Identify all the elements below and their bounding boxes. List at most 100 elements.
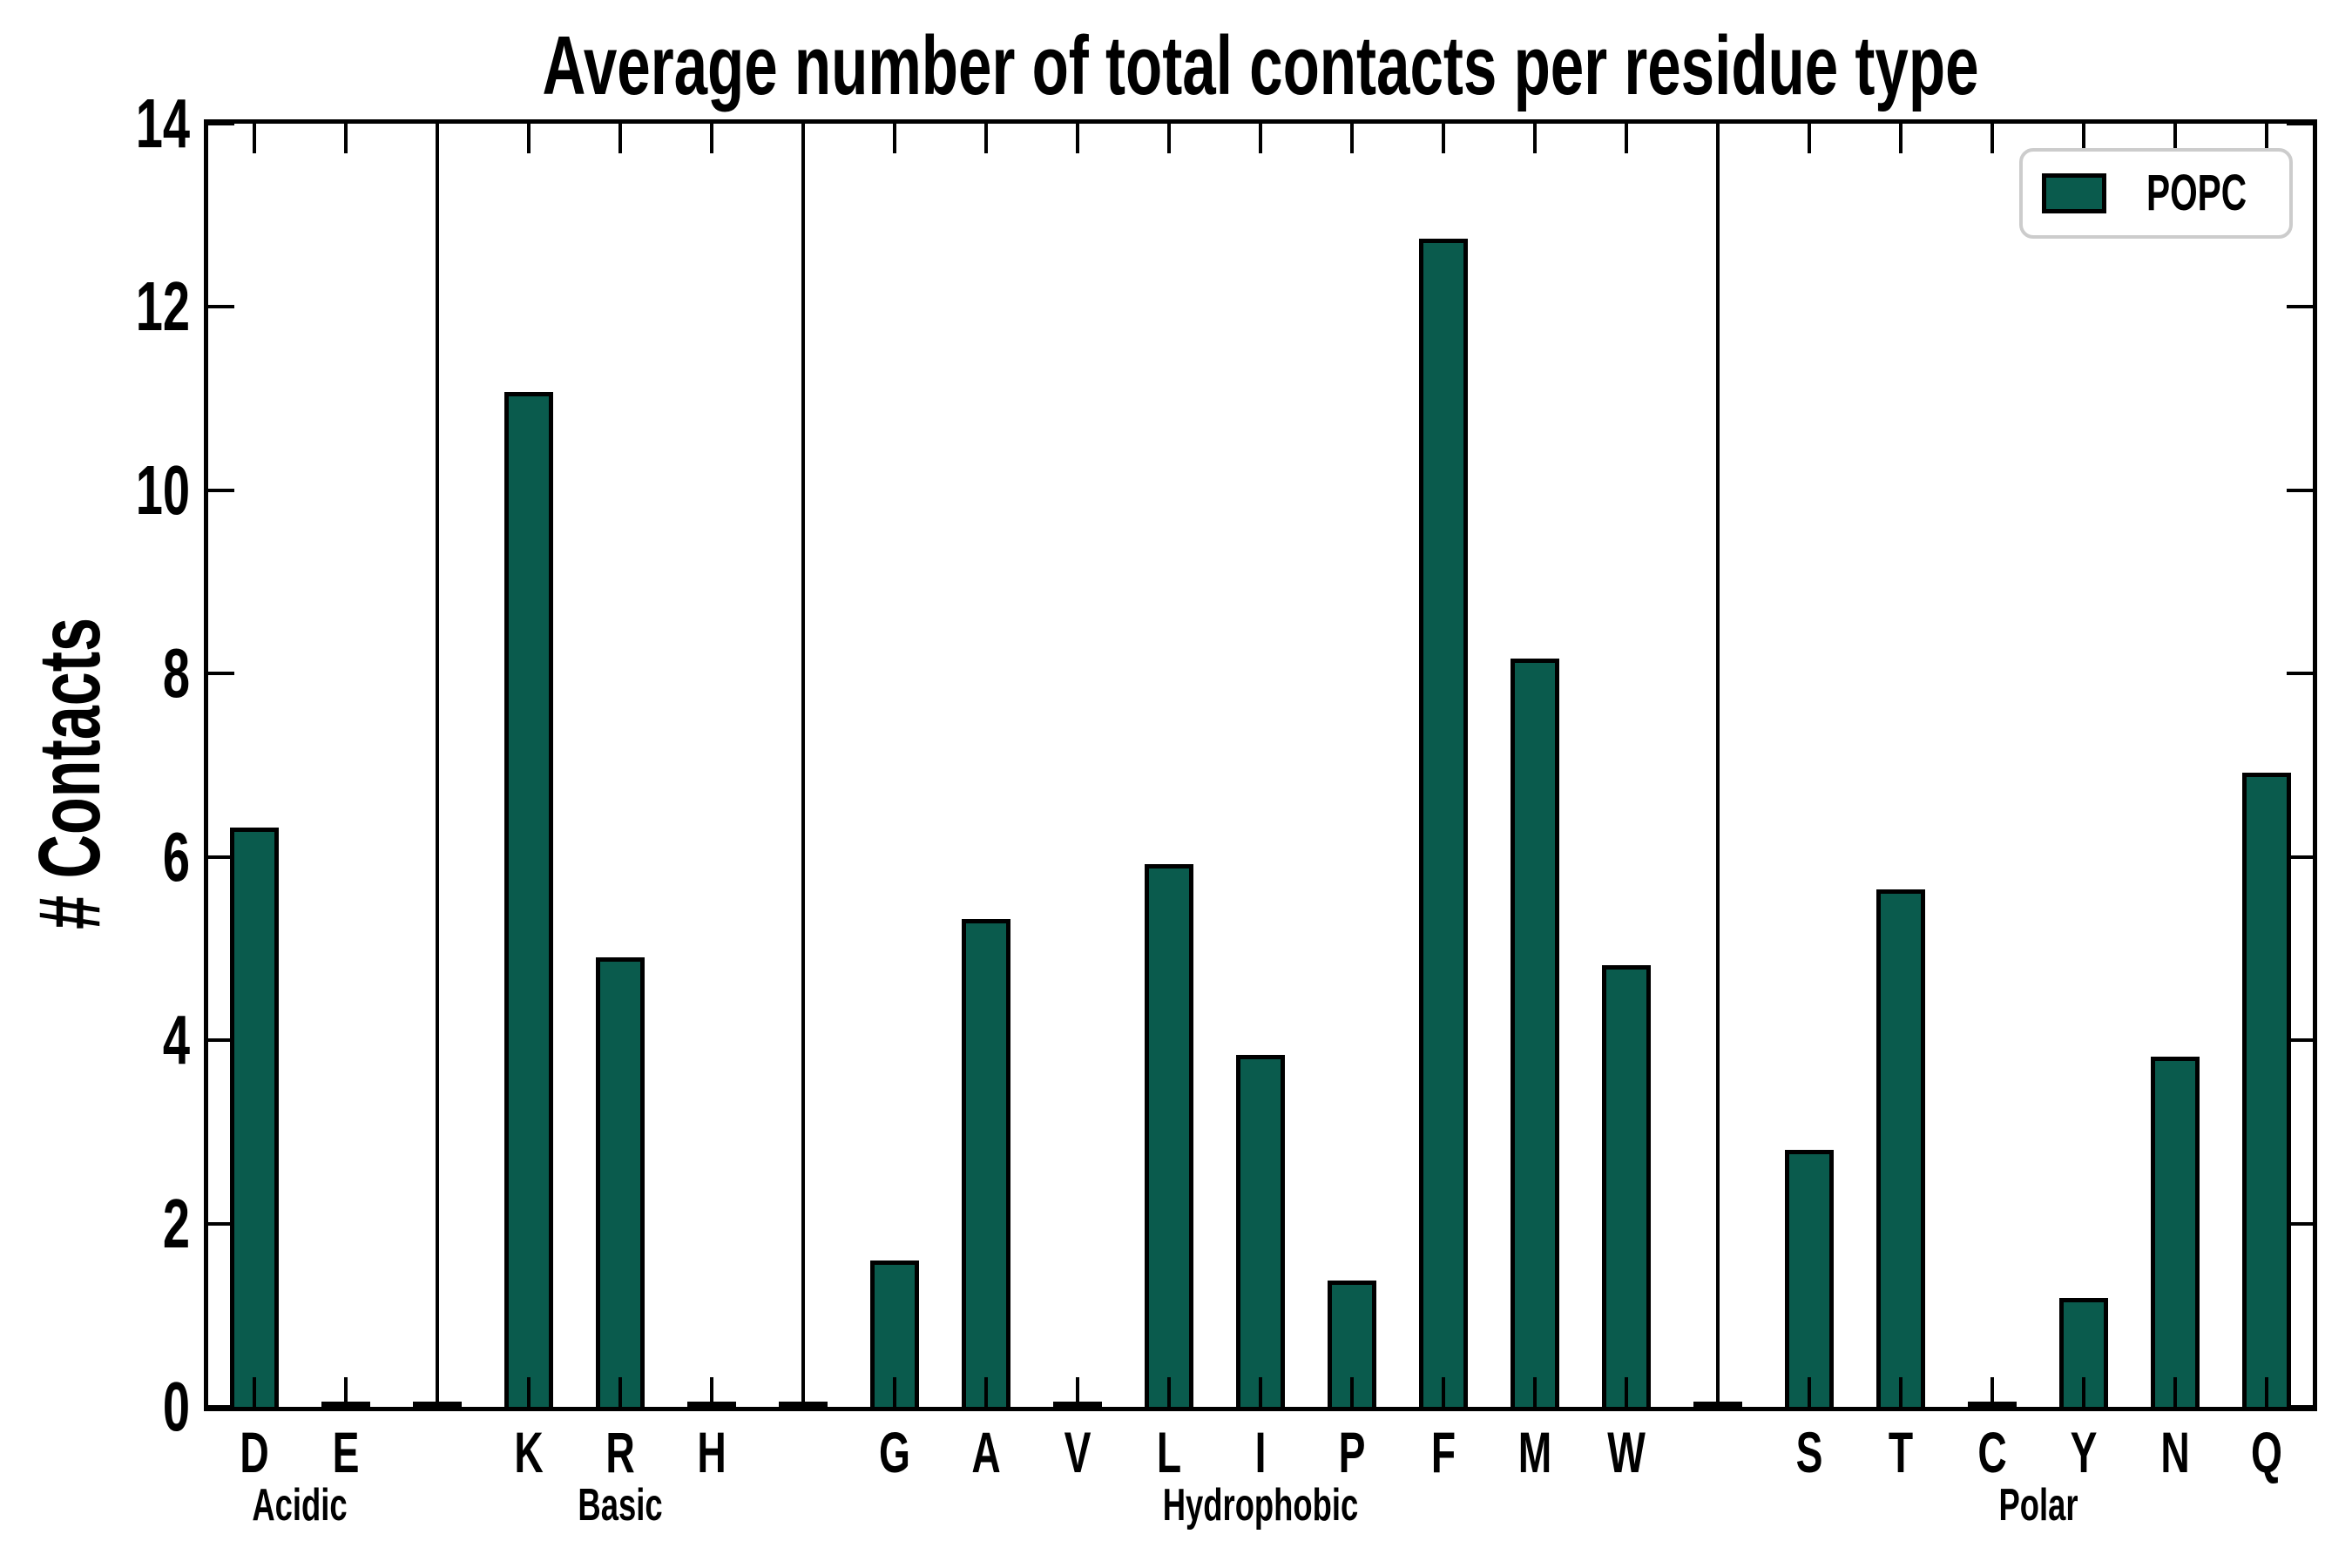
group-label-acidic: Acidic — [252, 1480, 348, 1531]
y-tick-right — [2287, 488, 2313, 492]
x-label-R: R — [605, 1420, 635, 1484]
x-label-F: F — [1430, 1420, 1456, 1484]
x-tick-bottom — [709, 1377, 713, 1407]
y-tick-left — [208, 855, 234, 859]
x-tick-bottom — [526, 1377, 531, 1407]
x-tick-top — [343, 124, 348, 153]
group-separator-line — [435, 124, 439, 1407]
x-tick-top — [1442, 124, 1446, 153]
x-label-G: G — [878, 1420, 910, 1484]
x-tick-bottom — [1166, 1377, 1171, 1407]
y-tick-left — [208, 1221, 234, 1226]
y-tick-right — [2287, 855, 2313, 859]
x-tick-top — [1259, 124, 1262, 153]
x-label-Q: Q — [2251, 1420, 2283, 1484]
bar-L — [1144, 864, 1193, 1407]
bar-R — [595, 957, 645, 1407]
x-tick-bottom — [1625, 1377, 1629, 1407]
bar-I — [1236, 1055, 1285, 1407]
bar-Q — [2242, 773, 2292, 1407]
y-tick-right — [2287, 122, 2313, 125]
group-label-hydrophobic: Hydrophobic — [1162, 1480, 1359, 1531]
y-tick-left — [208, 122, 234, 125]
x-label-V: V — [1064, 1420, 1092, 1484]
legend-label: POPC — [2146, 165, 2247, 221]
x-tick-bottom — [1716, 1377, 1720, 1407]
x-label-L: L — [1156, 1420, 1182, 1484]
x-tick-top — [1075, 124, 1079, 153]
x-tick-top — [526, 124, 531, 153]
bar-T — [1876, 889, 1926, 1407]
bar-D — [229, 828, 279, 1407]
x-tick-bottom — [1259, 1377, 1262, 1407]
x-tick-bottom — [1899, 1377, 1903, 1407]
x-label-P: P — [1338, 1420, 1366, 1484]
x-tick-top — [1166, 124, 1171, 153]
group-separator-line — [1716, 124, 1720, 1407]
x-tick-top — [1808, 124, 1812, 153]
x-label-I: I — [1254, 1420, 1267, 1484]
x-tick-top — [801, 124, 805, 153]
y-tick-left — [208, 1405, 234, 1409]
bar-N — [2151, 1057, 2200, 1407]
x-label-E: E — [332, 1420, 359, 1484]
x-label-H: H — [697, 1420, 727, 1484]
y-tick-label: 14 — [135, 84, 190, 162]
x-tick-top — [2265, 124, 2269, 153]
x-label-M: M — [1517, 1420, 1552, 1484]
legend-swatch-popc — [2042, 173, 2106, 213]
x-tick-bottom — [252, 1377, 256, 1407]
bar-F — [1419, 239, 1469, 1407]
x-tick-top — [1899, 124, 1903, 153]
y-tick-label: 12 — [135, 267, 190, 346]
bar-M — [1511, 659, 1560, 1407]
y-tick-right — [2287, 672, 2313, 676]
x-tick-bottom — [1990, 1377, 1995, 1407]
x-tick-top — [1533, 124, 1538, 153]
bar-K — [504, 392, 553, 1407]
y-tick-left — [208, 305, 234, 309]
y-tick-left — [208, 1038, 234, 1043]
y-tick-label: 2 — [162, 1184, 190, 1262]
bar-W — [1602, 965, 1652, 1407]
x-tick-bottom — [1533, 1377, 1538, 1407]
x-tick-bottom — [343, 1377, 348, 1407]
group-label-polar: Polar — [1998, 1480, 2078, 1531]
x-tick-top — [1350, 124, 1355, 153]
x-tick-top — [2173, 124, 2178, 153]
x-tick-top — [252, 124, 256, 153]
x-tick-bottom — [1808, 1377, 1812, 1407]
x-tick-bottom — [983, 1377, 988, 1407]
x-tick-top — [2082, 124, 2086, 153]
x-label-T: T — [1889, 1420, 1914, 1484]
y-tick-right — [2287, 1038, 2313, 1043]
x-label-C: C — [1977, 1420, 2008, 1484]
x-label-S: S — [1795, 1420, 1823, 1484]
y-tick-right — [2287, 1221, 2313, 1226]
x-label-Y: Y — [2070, 1420, 2098, 1484]
x-tick-bottom — [2265, 1377, 2269, 1407]
x-tick-top — [1716, 124, 1720, 153]
legend: POPC — [2019, 148, 2293, 239]
x-tick-top — [892, 124, 896, 153]
x-tick-top — [435, 124, 439, 153]
group-separator-line — [801, 124, 805, 1407]
x-tick-top — [709, 124, 713, 153]
x-tick-bottom — [2082, 1377, 2086, 1407]
y-tick-label: 10 — [135, 450, 190, 529]
plot-area — [204, 119, 2317, 1411]
x-label-N: N — [2160, 1420, 2191, 1484]
x-tick-bottom — [1442, 1377, 1446, 1407]
x-tick-top — [1990, 124, 1995, 153]
y-tick-right — [2287, 305, 2313, 309]
y-tick-label: 8 — [162, 634, 190, 713]
x-tick-bottom — [1350, 1377, 1355, 1407]
x-tick-bottom — [2173, 1377, 2178, 1407]
x-tick-bottom — [1075, 1377, 1079, 1407]
y-tick-label: 4 — [162, 1001, 190, 1079]
x-tick-bottom — [801, 1377, 805, 1407]
group-label-basic: Basic — [578, 1480, 663, 1531]
x-tick-top — [618, 124, 622, 153]
bar-S — [1785, 1150, 1835, 1407]
